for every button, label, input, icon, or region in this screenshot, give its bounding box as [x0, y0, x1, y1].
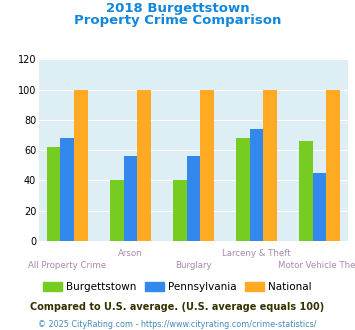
Text: Larceny & Theft: Larceny & Theft	[222, 249, 291, 258]
Bar	[250, 129, 263, 241]
Bar	[236, 138, 250, 241]
Bar	[74, 90, 88, 241]
Bar	[313, 173, 327, 241]
Text: 2018 Burgettstown: 2018 Burgettstown	[106, 2, 249, 15]
Bar	[124, 156, 137, 241]
Bar	[263, 90, 277, 241]
Bar	[327, 90, 340, 241]
Legend: Burgettstown, Pennsylvania, National: Burgettstown, Pennsylvania, National	[39, 278, 316, 296]
Bar	[299, 141, 313, 241]
Bar	[173, 181, 186, 241]
Text: Arson: Arson	[118, 249, 143, 258]
Text: Property Crime Comparison: Property Crime Comparison	[74, 14, 281, 27]
Bar	[47, 147, 60, 241]
Bar	[60, 138, 74, 241]
Bar	[186, 156, 201, 241]
Text: Burglary: Burglary	[175, 261, 212, 270]
Text: Motor Vehicle Theft: Motor Vehicle Theft	[278, 261, 355, 270]
Bar	[110, 181, 124, 241]
Bar	[201, 90, 214, 241]
Text: © 2025 CityRating.com - https://www.cityrating.com/crime-statistics/: © 2025 CityRating.com - https://www.city…	[38, 320, 317, 329]
Text: All Property Crime: All Property Crime	[28, 261, 106, 270]
Text: Compared to U.S. average. (U.S. average equals 100): Compared to U.S. average. (U.S. average …	[31, 302, 324, 312]
Bar	[137, 90, 151, 241]
